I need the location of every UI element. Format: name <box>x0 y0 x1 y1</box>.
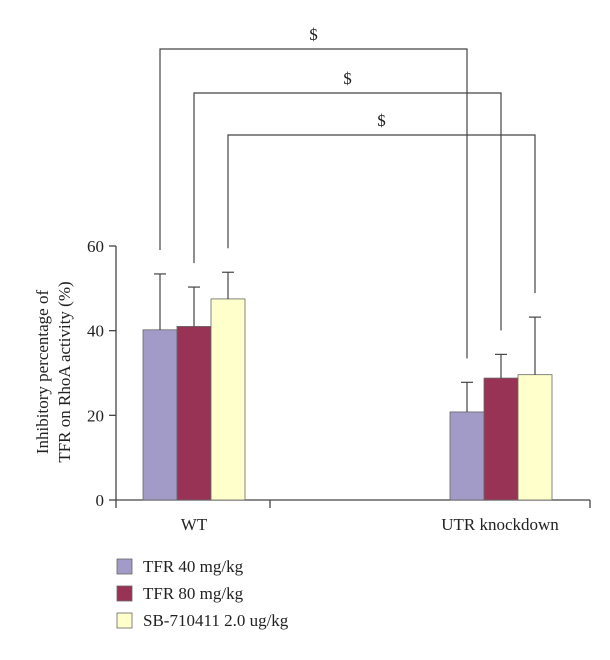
bar <box>176 326 212 501</box>
legend-entry: TFR 40 mg/kg <box>116 557 244 576</box>
significance-bracket <box>227 134 536 294</box>
legend: TFR 40 mg/kg TFR 80 mg/kg SB-710411 2.0 ug… <box>116 557 289 630</box>
legend-label: TFR 80 mg/kg <box>143 584 244 603</box>
y-axis-title-line-1: Inhibitory percentage of <box>33 290 52 455</box>
y-tick-label-0: 0 <box>96 491 105 510</box>
legend-entry: TFR 80 mg/kg <box>116 584 244 603</box>
bar <box>517 374 553 501</box>
bar <box>483 377 519 501</box>
legend-swatch <box>116 558 133 575</box>
legend-entry: SB-710411 2.0 ug/kg <box>116 611 289 630</box>
y-axis-title: Inhibitory percentage of TFR on RhoA act… <box>33 281 74 462</box>
legend-label: TFR 40 mg/kg <box>143 557 244 576</box>
x-category-label: WT <box>181 515 208 534</box>
bar <box>210 298 246 501</box>
y-tick-label-60: 60 <box>87 237 104 256</box>
significance-label: $ <box>377 111 386 130</box>
y-tick-label-20: 20 <box>87 406 104 425</box>
y-tick-label-40: 40 <box>87 322 104 341</box>
legend-swatch <box>116 585 133 602</box>
significance-label: $ <box>343 69 352 88</box>
bar <box>142 329 178 501</box>
legend-swatch <box>116 612 133 629</box>
x-category-label: UTR knockdown <box>441 515 559 534</box>
significance-bracket <box>193 92 502 331</box>
bar <box>449 411 485 501</box>
significance-label: $ <box>309 25 318 44</box>
plot-area: 0 20 40 60 WT UTR knockdown $ $ $ <box>87 25 591 534</box>
significance-bracket <box>159 48 468 359</box>
y-axis-title-line-2: TFR on RhoA activity (%) <box>55 281 74 462</box>
legend-label: SB-710411 2.0 ug/kg <box>143 611 289 630</box>
